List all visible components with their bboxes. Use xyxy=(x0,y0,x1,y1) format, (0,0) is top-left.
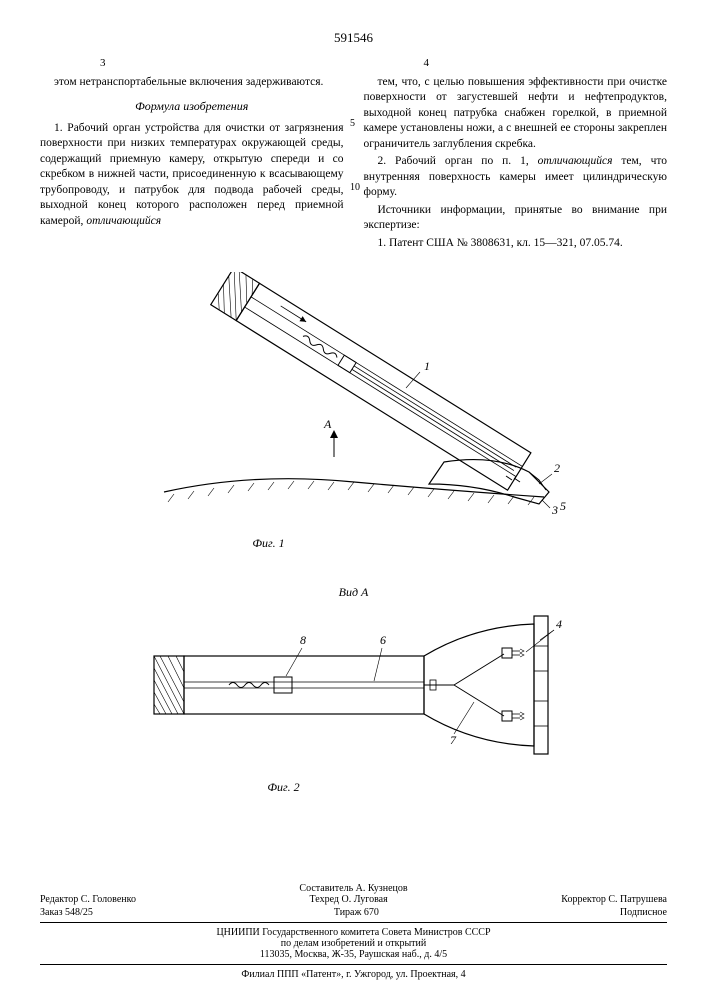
compiler: Составитель А. Кузнецов xyxy=(40,883,667,894)
tehred: Техред О. Луговая xyxy=(310,894,388,905)
left-p1: этом нетранспортабельные включения задер… xyxy=(40,75,344,91)
fig2-label: Фиг. 2 xyxy=(0,780,667,795)
footer: Составитель А. Кузнецов Редактор С. Голо… xyxy=(40,883,667,980)
editor: Редактор С. Головенко xyxy=(40,894,136,905)
line-num-5: 5 xyxy=(350,118,355,129)
right-p3: Источники информации, принятые во внима­… xyxy=(364,203,668,234)
ref-a: А xyxy=(323,417,332,431)
order: Заказ 548/25 xyxy=(40,907,93,918)
figure-1: А 1 2 3 5 xyxy=(134,272,574,532)
right-p2-start: 2. Рабочий орган по п. 1, xyxy=(378,155,538,167)
figure-2: 8 6 7 4 xyxy=(134,606,574,776)
tirage: Тираж 670 xyxy=(334,907,379,918)
org2: по делам изобретений и открытий xyxy=(40,938,667,949)
left-column: 3 этом нетранспортабельные включения зад… xyxy=(40,56,344,254)
ref-1: 1 xyxy=(424,359,430,373)
right-p2-em: отличающийся xyxy=(538,155,613,167)
formula-title: Формула изобретения xyxy=(40,98,344,114)
col-num-left: 3 xyxy=(40,56,344,71)
ref-2: 2 xyxy=(554,461,560,475)
line-num-10: 10 xyxy=(350,182,360,193)
text-columns: 3 этом нетранспортабельные включения зад… xyxy=(40,56,667,254)
left-p2: 1. Рабочий орган устройства для очистки … xyxy=(40,121,344,230)
ref-7-f2: 7 xyxy=(450,733,457,747)
ref-3: 3 xyxy=(551,503,558,517)
left-p2-em: отличающийся xyxy=(86,215,161,227)
right-p1: тем, что, с целью повышения эффективност… xyxy=(364,75,668,153)
right-column: 4 тем, что, с целью повышения эффективно… xyxy=(364,56,668,254)
patent-number: 591546 xyxy=(40,30,667,46)
ref-6-f2: 6 xyxy=(380,633,386,647)
right-p2: 2. Рабочий орган по п. 1, отличающийся т… xyxy=(364,154,668,201)
col-num-right: 4 xyxy=(364,56,668,71)
right-p4: 1. Патент США № 3808631, кл. 15—321, 07.… xyxy=(364,236,668,252)
figures-area: А 1 2 3 5 Фиг. 1 Вид А xyxy=(40,272,667,795)
ref-4-f2: 4 xyxy=(556,617,562,631)
vid-a-label: Вид А xyxy=(40,585,667,600)
ref-8-f2: 8 xyxy=(300,633,306,647)
org1: ЦНИИПИ Государственного комитета Совета … xyxy=(40,927,667,938)
corrector: Корректор С. Патрушева xyxy=(561,894,667,905)
fig1-label: Фиг. 1 xyxy=(0,536,667,551)
addr2: Филиал ППП «Патент», г. Ужгород, ул. Про… xyxy=(40,969,667,980)
subscription: Подписное xyxy=(620,907,667,918)
ref-5: 5 xyxy=(560,499,566,513)
left-p2-text: 1. Рабочий орган устройства для очистки … xyxy=(40,122,344,227)
addr1: 113035, Москва, Ж-35, Раушская наб., д. … xyxy=(40,949,667,960)
